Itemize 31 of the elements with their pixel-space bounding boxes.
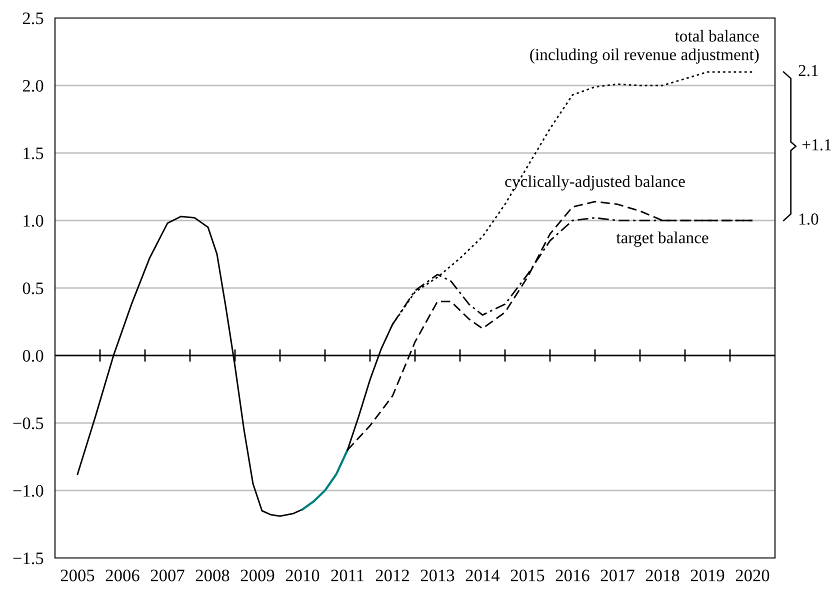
y-tick-label: −0.5 (13, 417, 44, 430)
y-tick-label: 2.5 (22, 12, 44, 24)
annotation: cyclically-adjusted balance (505, 175, 685, 190)
y-tick-label: −1.0 (13, 484, 44, 497)
y-tick-label: 0.0 (22, 350, 44, 362)
x-tick-label: 2005 (60, 570, 94, 582)
x-tick-label: 2007 (150, 570, 184, 582)
x-tick-label: 2010 (286, 570, 320, 582)
text: 2.1 (798, 64, 818, 76)
x-tick-label: 2011 (331, 570, 364, 582)
x-tick-label: 2016 (556, 570, 590, 582)
x-tick-label: 2009 (240, 570, 274, 582)
y-tick-label: 1.0 (24, 214, 44, 227)
annotation: target balance (616, 232, 708, 247)
y-tick-label: 0.5 (22, 282, 44, 294)
x-tick-label: 2008 (196, 570, 230, 582)
x-tick-label: 2018 (646, 570, 680, 582)
x-tick-label: 2017 (600, 570, 634, 582)
x-tick-label: 2013 (420, 570, 454, 582)
text: 1.0 (800, 213, 818, 225)
text: +1.1 (802, 139, 831, 150)
x-tick-label: 2012 (376, 570, 409, 582)
x-tick-label: 2015 (510, 570, 544, 582)
x-tick-label: 2020 (736, 570, 770, 582)
x-tick-label: 2006 (106, 570, 140, 582)
y-tick-label: 2.0 (22, 80, 44, 92)
x-tick-label: 2019 (690, 570, 724, 582)
y-tick-label: −1.5 (13, 552, 44, 564)
x-tick-label: 2014 (466, 570, 500, 582)
annotation: total balance (including oil revenue adjustment) (530, 30, 759, 64)
y-tick-label: 1.5 (24, 148, 44, 160)
